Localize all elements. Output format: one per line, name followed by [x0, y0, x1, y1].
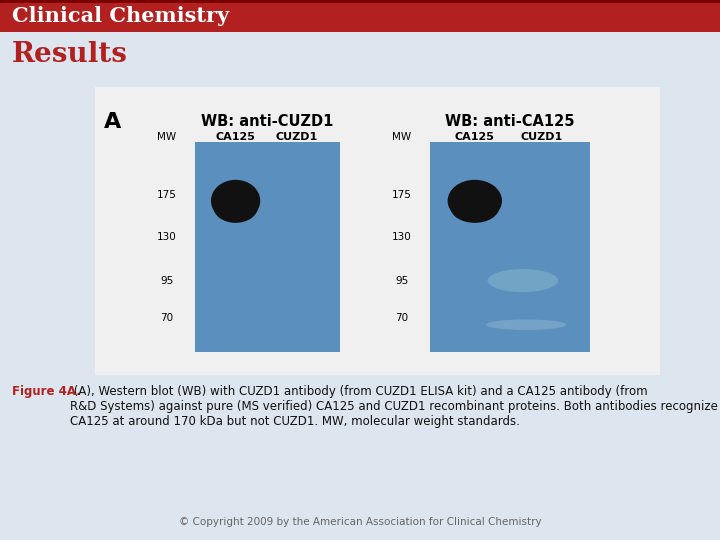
Ellipse shape: [211, 180, 260, 222]
Ellipse shape: [213, 191, 258, 223]
Ellipse shape: [450, 191, 499, 223]
Bar: [195, 142, 340, 352]
Text: 175: 175: [392, 190, 412, 199]
Text: 130: 130: [392, 232, 412, 241]
Text: 70: 70: [395, 313, 408, 323]
Text: (A), Western blot (WB) with CUZD1 antibody (from CUZD1 ELISA kit) and a CA125 an: (A), Western blot (WB) with CUZD1 antibo…: [70, 385, 718, 428]
Text: WB: anti-CUZD1: WB: anti-CUZD1: [202, 114, 333, 130]
Bar: [430, 142, 590, 352]
Text: 130: 130: [157, 232, 177, 241]
Text: CA125: CA125: [216, 132, 256, 142]
Ellipse shape: [448, 180, 502, 222]
Text: Results: Results: [12, 40, 128, 68]
Text: © Copyright 2009 by the American Association for Clinical Chemistry: © Copyright 2009 by the American Associa…: [179, 517, 541, 527]
Bar: [0, 0, 720, 32]
Text: Clinical Chemistry: Clinical Chemistry: [12, 6, 229, 26]
Text: 95: 95: [161, 275, 174, 286]
Text: 70: 70: [161, 313, 174, 323]
Text: WB: anti-CA125: WB: anti-CA125: [445, 114, 575, 130]
Text: A: A: [104, 112, 122, 132]
Bar: [95, 87, 660, 375]
Text: CUZD1: CUZD1: [275, 132, 318, 142]
Ellipse shape: [486, 320, 566, 330]
Text: CUZD1: CUZD1: [521, 132, 563, 142]
Text: MW: MW: [392, 132, 412, 142]
Text: MW: MW: [158, 132, 176, 142]
Text: CA125: CA125: [455, 132, 495, 142]
Text: 175: 175: [157, 190, 177, 199]
Bar: [0, 0, 720, 3]
Text: Figure 4A.: Figure 4A.: [12, 385, 81, 398]
Text: 95: 95: [395, 275, 409, 286]
Ellipse shape: [487, 269, 558, 292]
